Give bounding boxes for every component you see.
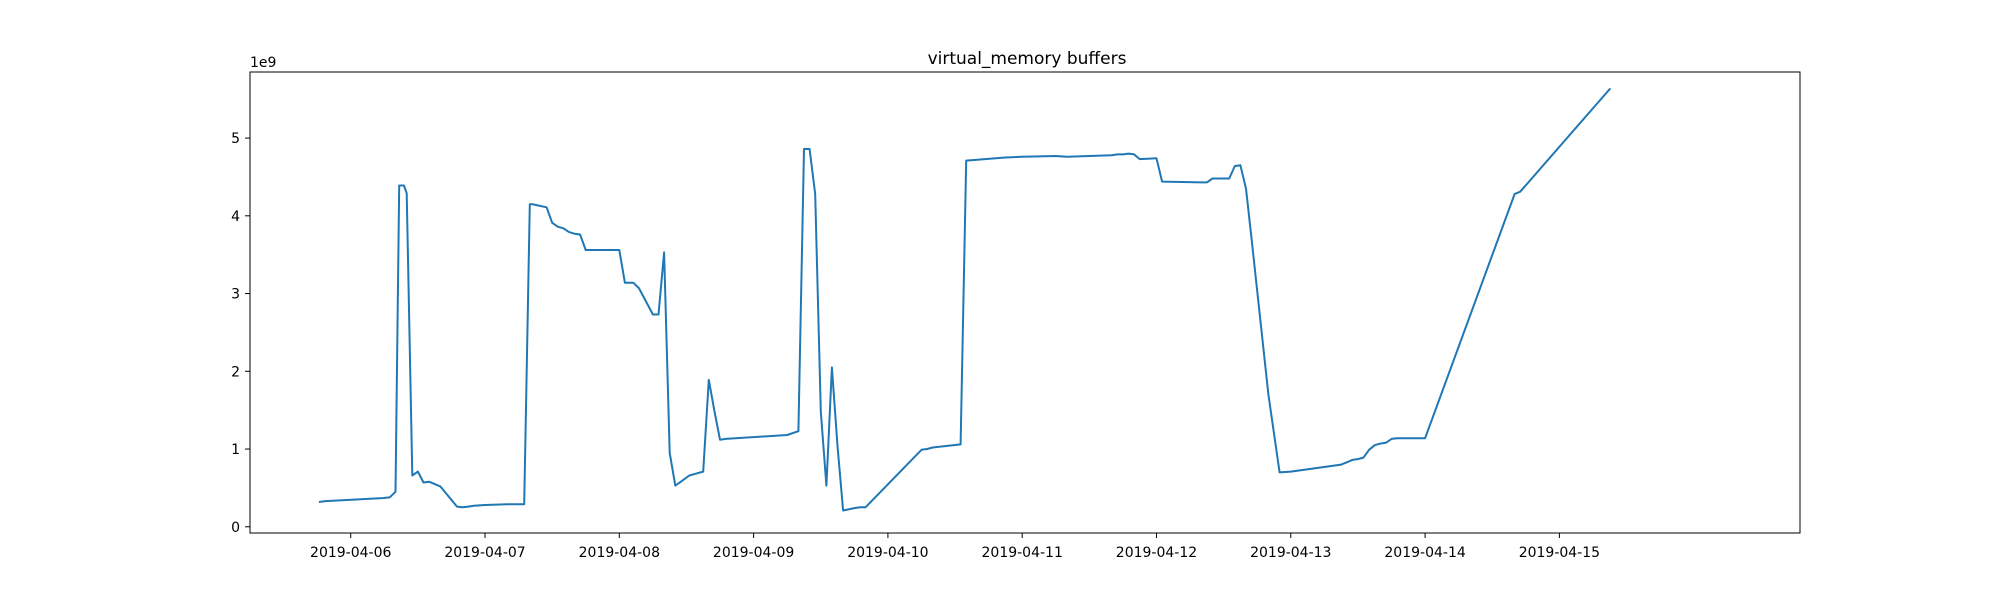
series-layer <box>318 87 1612 512</box>
axis-ticks: 2019-04-06 2019-04-07 2019-04-08 2019-04-09… <box>231 131 1600 561</box>
x-tick-label: 2019-04-14 <box>1384 545 1465 561</box>
y-axis-offset-label: 1e9 <box>250 55 276 71</box>
x-tick-label: 2019-04-11 <box>982 545 1063 561</box>
plot-frame <box>249 71 1801 534</box>
y-tick-label: 4 <box>231 209 240 225</box>
x-tick-label: 2019-04-13 <box>1250 545 1331 561</box>
x-tick-label: 2019-04-07 <box>444 545 525 561</box>
x-tick-label: 2019-04-06 <box>310 545 391 561</box>
y-tick-label: 3 <box>231 287 240 303</box>
y-tick-label: 0 <box>231 520 240 536</box>
x-tick-label: 2019-04-10 <box>847 545 928 561</box>
y-tick-label: 1 <box>231 442 240 458</box>
chart-title: virtual_memory buffers <box>928 49 1127 69</box>
x-tick-label: 2019-04-12 <box>1116 545 1197 561</box>
x-tick-label: 2019-04-08 <box>579 545 660 561</box>
x-tick-label: 2019-04-09 <box>713 545 794 561</box>
x-tick-label: 2019-04-15 <box>1519 545 1600 561</box>
series-line <box>318 87 1612 512</box>
y-tick-label: 2 <box>231 364 240 380</box>
y-tick-label: 5 <box>231 131 240 147</box>
